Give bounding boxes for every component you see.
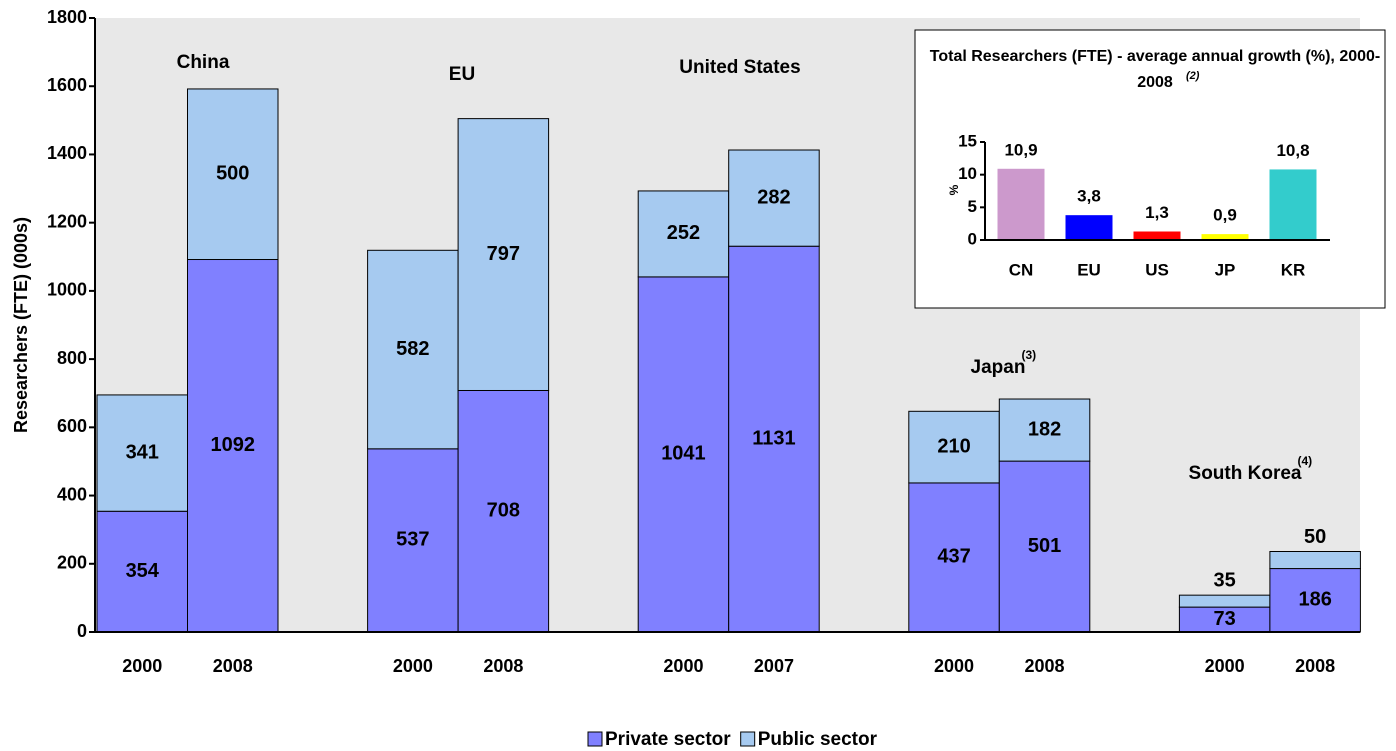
inset-y-tick-label: 15: [958, 131, 977, 150]
inset-x-tick-label: JP: [1215, 260, 1236, 279]
group-note: (4): [1297, 454, 1312, 468]
data-label: 437: [937, 546, 970, 568]
inset-x-tick-label: CN: [1009, 260, 1034, 279]
y-tick-label: 1600: [47, 75, 87, 95]
legend-swatch: [587, 731, 603, 747]
bar-segment: [187, 259, 279, 633]
inset-bar: [997, 168, 1045, 240]
data-label: 1041: [661, 443, 706, 465]
data-label: 73: [1214, 608, 1236, 630]
y-tick-label: 0: [77, 621, 87, 641]
inset-title: Total Researchers (FTE) - average annual…: [929, 48, 1381, 91]
data-label: 282: [757, 186, 790, 208]
x-tick-label: 2008: [1025, 656, 1065, 676]
bar-segment: [96, 510, 188, 633]
data-label: 1092: [211, 434, 256, 456]
bar-segment: [367, 249, 459, 450]
x-tick-label: 2008: [483, 656, 523, 676]
inset-bar: [1269, 169, 1317, 240]
data-label: 341: [126, 441, 159, 463]
group-label: Japan: [971, 357, 1026, 378]
bar-segment: [457, 118, 550, 391]
data-label: 50: [1304, 526, 1326, 548]
bar-segment: [1178, 606, 1271, 633]
inset-frame: [914, 29, 1386, 309]
bar-segment: [637, 276, 730, 633]
bar-segment: [1269, 568, 1361, 633]
inset-x-tick-label: KR: [1281, 260, 1306, 279]
group-label: China: [177, 52, 230, 73]
y-tick-label: 600: [57, 416, 87, 436]
data-label: 537: [396, 529, 429, 551]
inset-data-label: 10,9: [1004, 140, 1037, 159]
inset-data-label: 1,3: [1145, 203, 1169, 222]
bar-segment: [998, 460, 1091, 633]
x-tick-label: 2000: [663, 656, 703, 676]
inset-x-tick-label: US: [1145, 260, 1169, 279]
x-tick-label: 2000: [934, 656, 974, 676]
bar-segment: [908, 410, 1000, 484]
y-tick-label: 800: [57, 348, 87, 368]
bar-segment: [457, 389, 550, 633]
group-label: South Korea: [1189, 463, 1302, 484]
bar-segment: [1178, 594, 1271, 608]
inset-bar: [1133, 231, 1181, 240]
x-tick-label: 2000: [1205, 656, 1245, 676]
data-label: 210: [937, 435, 970, 457]
data-label: 500: [216, 163, 249, 185]
data-label: 708: [487, 500, 520, 522]
data-label: 182: [1028, 418, 1061, 440]
y-tick-label: 400: [57, 484, 87, 504]
inset-y-label: %: [947, 184, 961, 195]
bar-segment: [998, 398, 1091, 462]
inset-data-label: 3,8: [1077, 187, 1101, 206]
inset-bar: [1065, 215, 1113, 240]
y-tick-label: 1200: [47, 211, 87, 231]
x-tick-label: 2008: [213, 656, 253, 676]
inset-data-label: 10,8: [1276, 141, 1309, 160]
data-label: 354: [126, 560, 160, 582]
data-label: 501: [1028, 535, 1061, 557]
legend-label: Public sector: [758, 729, 878, 750]
data-label: 252: [667, 222, 700, 244]
data-label: 186: [1298, 589, 1331, 611]
bar-segment: [728, 149, 820, 247]
inset-x-tick-label: EU: [1077, 260, 1101, 279]
x-tick-label: 2007: [754, 656, 794, 676]
inset-bar: [1201, 234, 1249, 240]
data-label: 582: [396, 338, 429, 360]
legend-label: Private sector: [605, 729, 731, 750]
x-tick-label: 2000: [393, 656, 433, 676]
y-tick-label: 200: [57, 553, 87, 573]
legend-swatch: [740, 731, 756, 747]
bar-segment: [96, 394, 188, 512]
bar-segment: [908, 482, 1000, 633]
group-note: (3): [1021, 348, 1036, 362]
y-tick-label: 1000: [47, 280, 87, 300]
y-tick-label: 1400: [47, 143, 87, 163]
group-label: United States: [679, 57, 800, 78]
data-label: 797: [487, 243, 520, 265]
inset-y-tick-label: 5: [968, 197, 977, 216]
x-tick-label: 2008: [1295, 656, 1335, 676]
bar-segment: [637, 190, 730, 278]
y-tick-label: 1800: [47, 7, 87, 27]
group-label: EU: [449, 64, 475, 85]
inset-data-label: 0,9: [1213, 206, 1237, 225]
data-label: 1131: [752, 427, 795, 449]
data-label: 35: [1214, 569, 1236, 591]
inset-y-tick-label: 10: [958, 164, 977, 183]
y-axis-label: Researchers (FTE) (000s): [11, 217, 31, 433]
bar-segment: [1269, 550, 1361, 570]
x-tick-label: 2000: [122, 656, 162, 676]
inset-y-tick-label: 0: [968, 229, 977, 248]
bar-segment: [187, 88, 279, 261]
bar-segment: [367, 448, 459, 633]
inset-title-note: (2): [1186, 70, 1200, 82]
